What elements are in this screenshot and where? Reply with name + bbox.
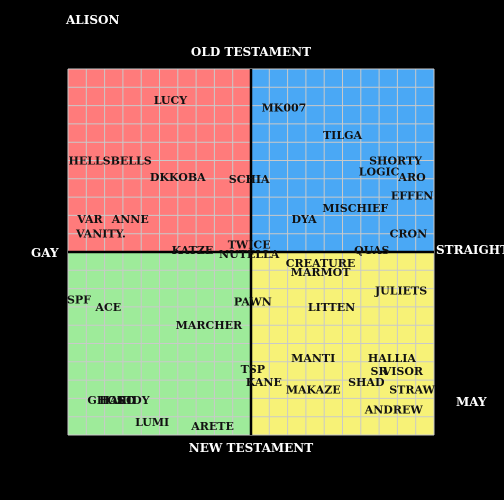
point-label: MARCHER <box>176 319 243 332</box>
point-label: VISOR <box>382 365 424 378</box>
point-label: TILGA <box>323 129 362 142</box>
point-label: DKKOBA <box>150 171 206 184</box>
point-label: KANE <box>246 376 282 389</box>
point-label: PAWN <box>234 295 272 308</box>
point-label: ANDREW <box>364 403 424 416</box>
point-label: SCHIA <box>229 173 270 186</box>
point-label: MANTI <box>291 352 335 365</box>
point-label: MAKAZE <box>286 383 341 396</box>
point-label: KATZE <box>172 244 214 257</box>
point-label: CREATURE <box>286 257 356 270</box>
axis-label-left: GAY <box>31 246 59 260</box>
point-label: HALLIA <box>368 352 417 365</box>
point-label: VAR <box>76 213 103 226</box>
point-label: MARMOT <box>291 266 352 279</box>
point-label: LUCY <box>154 94 187 107</box>
point-label: ANNE <box>111 213 149 226</box>
point-label: HELLSBELLS <box>68 155 151 168</box>
point-label: SHORTY <box>369 155 422 168</box>
point-label: JULIETS <box>374 284 427 297</box>
point-label: MK007 <box>262 101 307 114</box>
point-label: LUMI <box>135 416 169 429</box>
point-label: GHOST <box>87 394 133 407</box>
point-label: CRON <box>390 228 428 241</box>
point-label: TSP <box>241 363 265 376</box>
point-label: LITTEN <box>308 301 355 314</box>
axis-label-right: STRAIGHT <box>436 243 504 257</box>
point-label: ARETE <box>190 420 234 433</box>
axis-label-bottom: NEW TESTAMENT <box>189 441 313 455</box>
point-label: QUAS <box>354 244 389 257</box>
point-label: STRAW <box>389 383 435 396</box>
point-label: SHAD <box>348 376 385 389</box>
point-label: ACE <box>94 301 121 314</box>
point-label: HALO <box>99 394 136 407</box>
point-label: ARO <box>397 171 426 184</box>
point-label: DYA <box>291 213 317 226</box>
point-label: GHIDY <box>107 394 149 407</box>
corner-label-top-left: ALISON <box>66 13 120 27</box>
axis-label-top: OLD TESTAMENT <box>191 45 311 59</box>
point-label: SR <box>371 365 389 378</box>
point-label: EFFEN <box>391 189 433 202</box>
point-label: TWICE <box>228 239 271 252</box>
corner-label-bottom-right: MAY <box>456 395 487 409</box>
point-labels: LUCY MK007 TILGA HELLSBELLS DKKOBA SCHIA SHORT… <box>67 94 436 433</box>
point-label: VANITY. <box>75 228 126 241</box>
point-label: MISCHIEF <box>322 202 388 215</box>
point-label: LOGIC <box>359 165 400 178</box>
point-label: SPF <box>67 294 91 307</box>
point-label: NUTELLA <box>219 248 280 261</box>
axes <box>68 69 434 435</box>
